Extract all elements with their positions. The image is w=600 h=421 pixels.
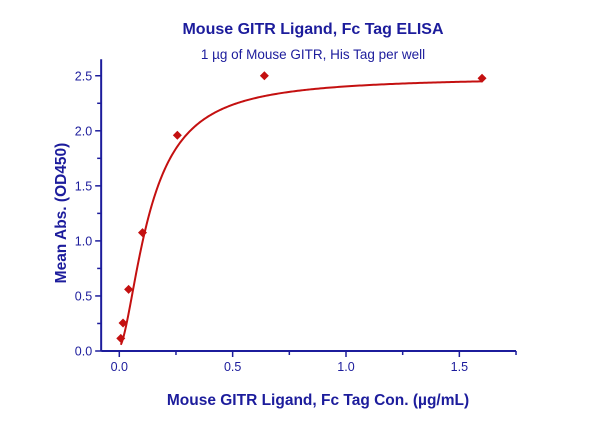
y-tick-label: 0.5: [75, 289, 92, 303]
y-tick-label: 2.5: [75, 69, 92, 83]
data-point: [172, 130, 182, 140]
y-tick-label: 1.5: [75, 179, 92, 193]
fit-curve-group: [119, 80, 483, 346]
x-tick-label: 0.0: [111, 360, 128, 374]
x-axis-label: Mouse GITR Ligand, Fc Tag Con. (µg/mL): [167, 392, 469, 409]
data-points: [116, 71, 487, 343]
data-point: [259, 71, 269, 81]
axes: 0.0 0.5 1.0 1.5 0.0 0.5 1.0 1.5 2.0 2.5: [75, 59, 517, 374]
data-point: [124, 284, 134, 294]
y-axis-label: Mean Abs. (OD450): [53, 143, 70, 284]
y-tick-label: 0.0: [75, 345, 92, 359]
data-point: [116, 333, 126, 343]
x-tick-label: 0.5: [224, 360, 241, 374]
y-tick-label: 1.0: [75, 234, 92, 248]
chart-title: Mouse GITR Ligand, Fc Tag ELISA: [182, 21, 443, 38]
data-point: [118, 318, 128, 328]
y-tick-label: 2.0: [75, 124, 92, 138]
x-tick-label: 1.0: [337, 360, 354, 374]
data-point: [477, 73, 487, 83]
chart-subtitle: 1 µg of Mouse GITR, His Tag per well: [201, 47, 425, 62]
fit-curve: [119, 80, 483, 346]
data-point: [138, 228, 148, 238]
x-tick-label: 1.5: [451, 360, 468, 374]
